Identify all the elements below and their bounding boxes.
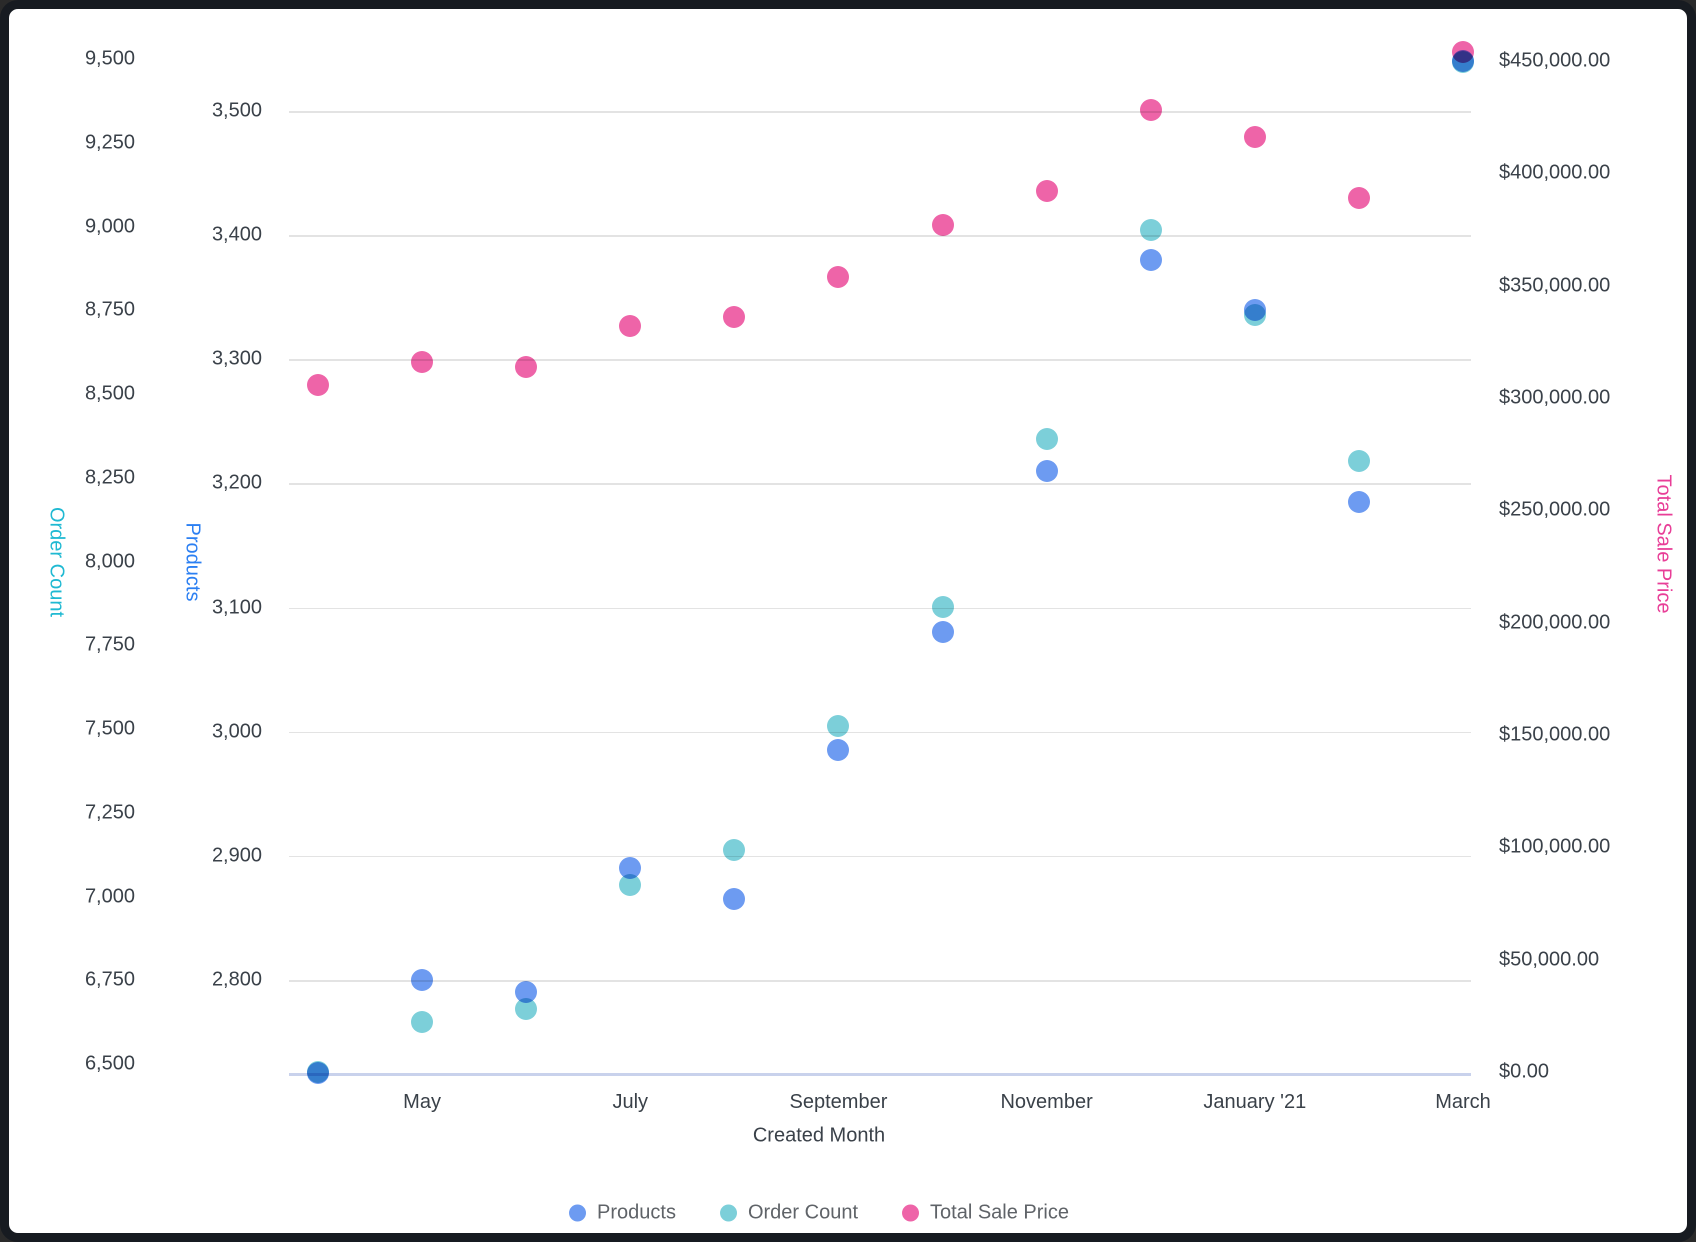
data-point-products-january[interactable] (1243, 298, 1266, 321)
data-point-total-sale-price-july[interactable] (619, 315, 642, 338)
data-point-order-count-may[interactable] (411, 1011, 434, 1034)
total-sale-price-tick-label: $350,000.00 (1499, 274, 1611, 297)
gridline (289, 607, 1471, 610)
data-point-order-count-december[interactable] (1139, 218, 1162, 241)
total-sale-price-tick-label: $100,000.00 (1499, 835, 1611, 858)
order-count-tick-label: 9,000 (84, 215, 135, 237)
gridline (289, 359, 1471, 361)
data-point-total-sale-price-june[interactable] (515, 355, 538, 378)
x-axis-tick-label: May (403, 1091, 441, 1113)
data-point-total-sale-price-august[interactable] (723, 306, 746, 329)
order-count-tick-label: 8,750 (84, 298, 135, 321)
data-point-products-december[interactable] (1139, 248, 1162, 271)
x-axis-tick-label: March (1435, 1091, 1491, 1113)
order-count-tick-label: 9,250 (84, 131, 135, 154)
data-point-total-sale-price-october[interactable] (931, 214, 954, 236)
x-axis-line (289, 1073, 1471, 1076)
products-tick-label: 3,400 (211, 223, 262, 246)
scatter-plot: 6,500 6,750 7,000 7,250 7,500 7,750 8,000 8,250… (9, 9, 1687, 1233)
order-count-tick-label: 7,000 (84, 885, 135, 907)
products-tick-label: 3,200 (211, 471, 262, 494)
total-sale-price-tick-label: $450,000.00 (1499, 49, 1611, 72)
products-tick-label: 2,900 (211, 844, 262, 867)
order-count-tick-label: 6,500 (84, 1052, 135, 1075)
order-count-axis-title: Order Count (45, 506, 68, 618)
data-point-total-sale-price-november[interactable] (1035, 180, 1058, 203)
legend-label: Order Count (747, 1201, 859, 1224)
order-count-tick-label: 8,000 (84, 550, 135, 572)
legend-dot-total-sale-price (902, 1204, 920, 1222)
total-sale-price-tick-label: $50,000.00 (1499, 948, 1600, 971)
data-point-products-october[interactable] (931, 621, 954, 644)
total-sale-price-tick-label: $300,000.00 (1499, 386, 1611, 409)
order-count-tick-label: 8,500 (84, 382, 135, 405)
legend-item-products[interactable]: Products (569, 1202, 676, 1225)
gridline (289, 855, 1471, 858)
order-count-tick-label: 7,500 (84, 717, 135, 740)
legend-dot-order-count (719, 1204, 737, 1222)
data-point-order-count-july[interactable] (619, 873, 642, 896)
data-point-order-count-september[interactable] (827, 714, 850, 737)
order-count-tick-label: 9,500 (84, 47, 135, 70)
total-sale-price-tick-label: $150,000.00 (1499, 723, 1611, 746)
gridline (289, 483, 1471, 485)
data-point-products-june[interactable] (515, 981, 538, 1004)
total-sale-price-tick-label: $250,000.00 (1499, 498, 1611, 521)
legend-dot-products (569, 1204, 587, 1222)
order-count-tick-label: 7,750 (84, 633, 135, 656)
data-point-total-sale-price-march[interactable] (1452, 41, 1474, 63)
data-point-order-count-june[interactable] (515, 997, 538, 1020)
total-sale-price-tick-label: $200,000.00 (1499, 611, 1611, 634)
legend-item-total-sale-price[interactable]: Total Sale Price (902, 1202, 1069, 1225)
total-sale-price-tick-label: $400,000.00 (1499, 161, 1611, 184)
data-point-total-sale-price-may[interactable] (411, 351, 434, 374)
data-point-products-september[interactable] (827, 739, 850, 762)
data-point-order-count-august[interactable] (723, 838, 746, 861)
data-point-products-november[interactable] (1035, 460, 1058, 482)
data-point-order-count-february[interactable] (1347, 450, 1370, 472)
data-point-total-sale-price-december[interactable] (1139, 99, 1162, 122)
data-point-total-sale-price-september[interactable] (827, 265, 850, 288)
data-point-order-count-october[interactable] (931, 595, 954, 618)
total-sale-price-axis-title: Total Sale Price (1652, 474, 1675, 614)
data-point-products-august[interactable] (723, 888, 746, 911)
x-axis-tick-label: January '21 (1203, 1091, 1307, 1113)
data-point-total-sale-price-february[interactable] (1347, 187, 1370, 210)
gridline (289, 111, 1471, 113)
data-point-products-july[interactable] (619, 857, 642, 880)
products-tick-label: 3,000 (211, 720, 262, 743)
data-point-products-may[interactable] (411, 969, 434, 991)
legend-label: Total Sale Price (930, 1201, 1069, 1224)
chart-legend: Products Order Count Total Sale Price (569, 1202, 1069, 1225)
x-axis-tick-label: September (789, 1091, 888, 1113)
products-tick-label: 3,100 (211, 596, 262, 619)
data-point-products-february[interactable] (1347, 491, 1370, 514)
order-count-tick-label: 8,250 (84, 466, 135, 489)
x-axis-title: Created Month (752, 1124, 886, 1147)
products-tick-label: 3,300 (211, 347, 262, 370)
data-point-total-sale-price-january[interactable] (1243, 126, 1266, 149)
x-axis-tick-label: July (612, 1091, 649, 1113)
total-sale-price-tick-label: $0.00 (1499, 1060, 1550, 1083)
legend-label: Products (597, 1201, 676, 1224)
data-point-order-count-november[interactable] (1035, 428, 1058, 451)
gridline (289, 980, 1471, 982)
data-point-products-april[interactable] (307, 1062, 329, 1085)
order-count-tick-label: 6,750 (84, 968, 135, 991)
products-tick-label: 2,800 (211, 968, 262, 991)
order-count-tick-label: 7,250 (84, 801, 135, 824)
x-axis-tick-label: November (1000, 1091, 1093, 1113)
legend-item-order-count[interactable]: Order Count (719, 1201, 859, 1225)
data-point-total-sale-price-april[interactable] (307, 373, 329, 396)
products-tick-label: 3,500 (211, 99, 262, 122)
gridline (289, 235, 1471, 237)
products-axis-title: Products (181, 522, 204, 602)
gridline (289, 731, 1471, 734)
